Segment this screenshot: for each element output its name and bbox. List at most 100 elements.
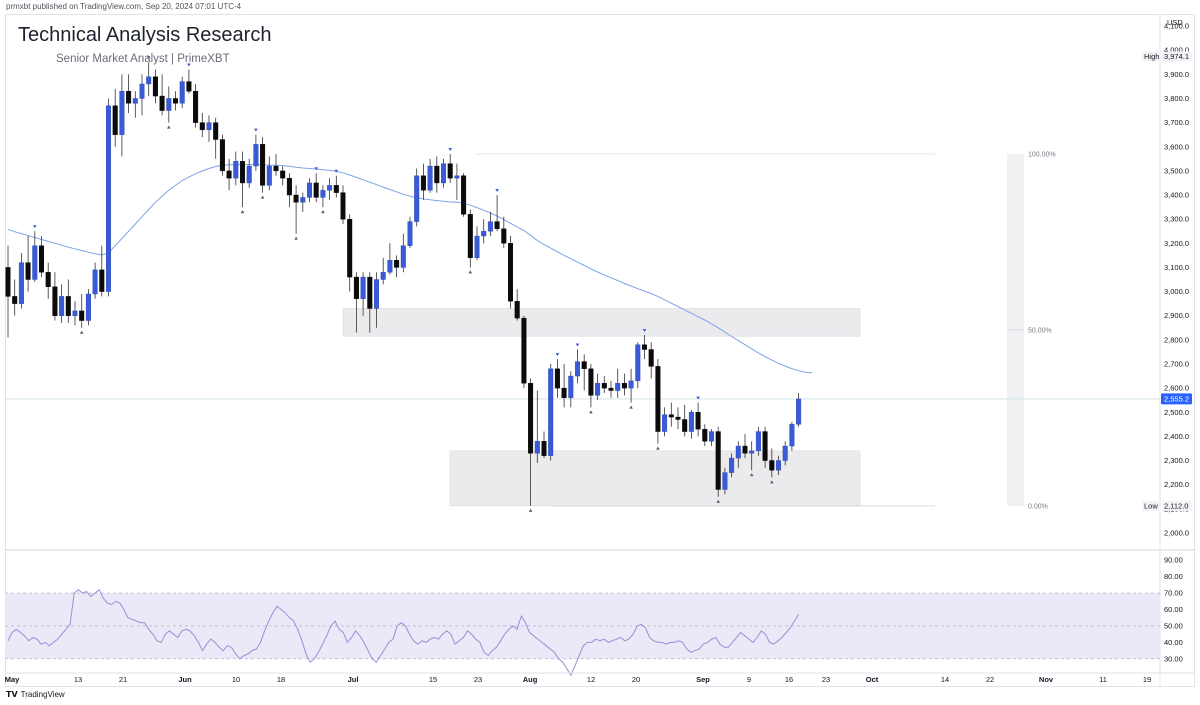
price-tick-label: 4,000.0 — [1164, 46, 1189, 55]
fractal-low-marker — [240, 210, 245, 214]
candle-bearish — [219, 139, 225, 172]
fib-label: 50.00% — [1028, 327, 1052, 334]
fractal-high-marker — [495, 189, 499, 193]
candle-bullish — [18, 262, 24, 304]
fractal-low-marker — [749, 473, 754, 477]
candle-bearish — [226, 170, 232, 179]
candle-bullish — [105, 105, 111, 292]
time-tick-label: 18 — [277, 675, 285, 684]
footer-brand[interactable]: 𝗧𝗩 TradingView — [6, 690, 65, 699]
time-tick-label: 20 — [632, 675, 640, 684]
price-tick-label: 2,000.0 — [1164, 528, 1189, 537]
candle-bullish — [374, 279, 380, 309]
candle-bullish — [441, 163, 447, 184]
candle-bearish — [508, 243, 514, 302]
high-tag-bg — [1142, 51, 1161, 62]
candle-bearish — [682, 419, 688, 432]
candle-bearish — [762, 431, 768, 461]
candle-bullish — [755, 431, 761, 452]
fractal-high-marker — [314, 167, 318, 171]
candle-bearish — [367, 276, 373, 309]
candle-bullish — [722, 472, 728, 490]
candle-bullish — [380, 272, 386, 280]
candle-bullish — [534, 441, 540, 454]
time-tick-label: 16 — [785, 675, 793, 684]
candle-bullish — [92, 269, 98, 295]
price-tick-label: 3,400.0 — [1164, 191, 1189, 200]
candle-bearish — [715, 431, 721, 490]
candle-bearish — [313, 182, 319, 198]
candle-bearish — [333, 185, 339, 193]
candle-bearish — [239, 161, 245, 184]
candle-bearish — [642, 344, 648, 350]
candle-bearish — [65, 296, 71, 316]
candle-bearish — [554, 368, 560, 389]
candle-bullish — [427, 165, 433, 191]
fractal-high-marker — [555, 353, 560, 357]
fractal-high-marker — [254, 128, 258, 132]
price-tick-label: 4,100.0 — [1164, 22, 1189, 31]
candle-bullish — [575, 361, 581, 377]
rsi-tick-label: 40.00 — [1164, 638, 1183, 647]
fractal-low-marker — [260, 195, 265, 199]
fractal-low-marker — [79, 330, 84, 334]
candle-bearish — [112, 105, 118, 135]
candle-bearish — [353, 276, 359, 300]
candle-bullish — [72, 310, 78, 316]
fractal-low-marker — [629, 405, 633, 409]
price-tick-label: 2,900.0 — [1164, 311, 1189, 320]
candle-bullish — [454, 175, 460, 179]
candle-bearish — [293, 194, 299, 203]
candle-bullish — [85, 293, 91, 321]
candle-bullish — [796, 398, 802, 425]
candle-bearish — [702, 428, 708, 442]
price-tick-label: 2,800.0 — [1164, 335, 1189, 344]
candle-bullish — [166, 98, 172, 111]
candle-bearish — [213, 122, 219, 140]
candle-bullish — [119, 91, 125, 135]
candle-bearish — [561, 387, 567, 398]
candle-bearish — [52, 286, 58, 316]
candle-bearish — [273, 165, 279, 172]
candle-bullish — [628, 380, 634, 389]
candle-bearish — [347, 218, 353, 278]
candle-bullish — [400, 245, 406, 268]
time-tick-label: 23 — [822, 675, 830, 684]
fractal-low-marker — [656, 446, 660, 450]
time-tick-label: May — [5, 675, 20, 684]
candle-bullish — [662, 414, 668, 432]
candle-bearish — [501, 228, 507, 244]
time-tick-label: 9 — [747, 675, 751, 684]
price-tick-label: 3,600.0 — [1164, 142, 1189, 151]
brand-text: TradingView — [20, 690, 65, 699]
candle-bearish — [260, 144, 266, 186]
price-tick-label: 2,700.0 — [1164, 359, 1189, 368]
chart-subtitle: Senior Market Analyst | PrimeXBT — [56, 53, 230, 65]
candle-bearish — [514, 301, 520, 319]
candle-bullish — [146, 76, 152, 85]
candle-bearish — [675, 416, 681, 420]
candle-bullish — [635, 344, 641, 382]
price-tick-label: 3,700.0 — [1164, 118, 1189, 127]
candle-bearish — [742, 445, 748, 454]
candle-bearish — [769, 460, 775, 471]
low-tag-bg — [1142, 500, 1161, 511]
candle-bullish — [206, 122, 212, 131]
time-tick-label: 15 — [429, 675, 437, 684]
high-value-bg — [1162, 51, 1192, 62]
fractal-low-marker — [589, 410, 593, 414]
candle-bullish — [179, 81, 185, 104]
candle-bearish — [588, 368, 594, 396]
price-tick-label: 3,300.0 — [1164, 215, 1189, 224]
candle-bullish — [387, 259, 393, 273]
fractal-high-marker — [146, 56, 151, 60]
candle-bullish — [32, 245, 38, 280]
fractal-high-marker — [696, 396, 700, 400]
support-zone — [449, 450, 861, 507]
candle-bullish — [253, 144, 259, 167]
candle-bullish — [782, 445, 788, 461]
candle-bearish — [621, 383, 627, 389]
time-tick-label: Aug — [523, 675, 538, 684]
fractal-high-marker — [575, 343, 580, 347]
